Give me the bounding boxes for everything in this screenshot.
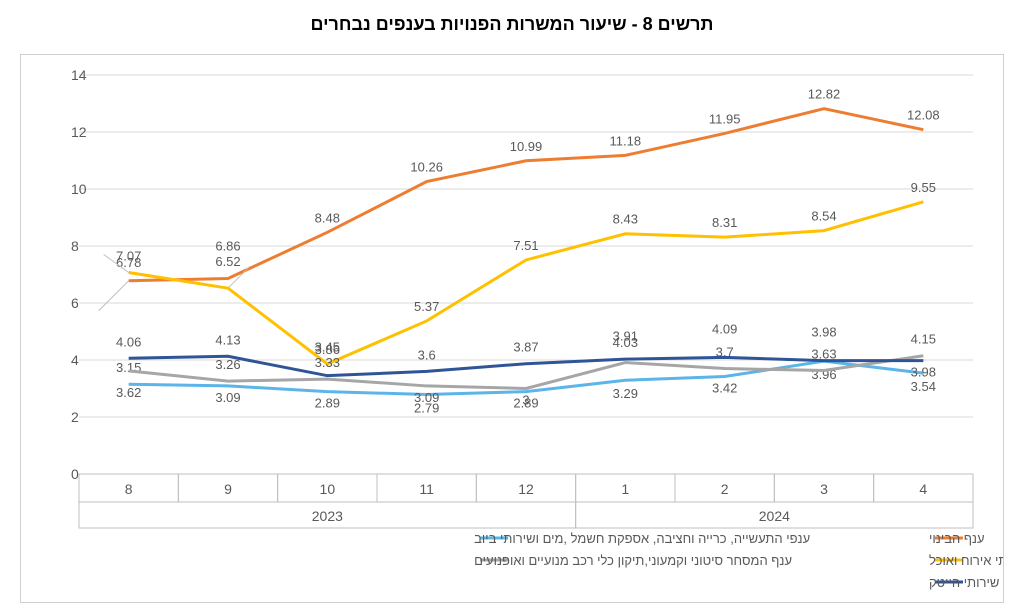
- y-tick-label: 14: [71, 67, 87, 83]
- data-label: 4.03: [613, 335, 638, 350]
- chart-title: תרשים 8 - שיעור המשרות הפנויות בענפים נב…: [0, 0, 1024, 39]
- series-line: [129, 356, 924, 375]
- x-tick-label: 1: [621, 481, 629, 497]
- y-tick-label: 12: [71, 124, 87, 140]
- data-label: 3: [522, 393, 529, 408]
- data-label: 6.86: [215, 238, 240, 253]
- data-label: 3.98: [911, 365, 936, 380]
- data-label: 7.07: [116, 249, 141, 264]
- data-label: 8.31: [712, 215, 737, 230]
- chart-border: 02468101214891011121234202320246.786.868…: [20, 54, 1004, 603]
- x-tick-label: 8: [125, 481, 133, 497]
- x-tick-label: 9: [224, 481, 232, 497]
- x-tick-label: 4: [919, 481, 927, 497]
- data-label: 7.51: [513, 238, 538, 253]
- x-tick-label: 11: [419, 481, 434, 497]
- data-label: 3.62: [116, 385, 141, 400]
- data-label: 3.87: [513, 340, 538, 355]
- data-label: 3.45: [315, 340, 340, 355]
- y-tick-label: 8: [71, 238, 79, 254]
- y-tick-label: 10: [71, 181, 87, 197]
- data-label: 8.54: [811, 209, 836, 224]
- year-label: 2023: [312, 508, 343, 524]
- x-tick-label: 10: [320, 481, 336, 497]
- data-label: 4.09: [712, 321, 737, 336]
- legend-label: ענף המסחר סיטוני וקמעוני,תיקון כלי רכב מ…: [474, 553, 792, 568]
- data-label: 4.06: [116, 334, 141, 349]
- y-tick-label: 0: [71, 466, 79, 482]
- data-label: 3.54: [911, 379, 936, 394]
- data-label: 3.09: [215, 390, 240, 405]
- data-label: 3.98: [811, 325, 836, 340]
- x-tick-label: 2: [721, 481, 729, 497]
- data-label: 3.6: [418, 347, 436, 362]
- data-label: 11.95: [709, 111, 741, 126]
- y-tick-label: 4: [71, 352, 79, 368]
- x-tick-label: 12: [518, 481, 534, 497]
- data-label: 8.48: [315, 210, 340, 225]
- data-label: 10.26: [410, 160, 443, 175]
- data-label: 3.33: [315, 355, 340, 370]
- data-label: 3.42: [712, 381, 737, 396]
- series-line: [129, 109, 924, 281]
- data-label: 11.18: [610, 133, 642, 148]
- data-label: 2.89: [315, 396, 340, 411]
- y-tick-label: 6: [71, 295, 79, 311]
- data-label: 4.15: [911, 332, 936, 347]
- legend-label: ענף הבינוי: [929, 531, 985, 546]
- legend-label: ענפי התעשייה, כרייה וחציבה, אספקת חשמל ,…: [474, 531, 810, 546]
- y-tick-label: 2: [71, 409, 79, 425]
- x-tick-label: 3: [820, 481, 828, 497]
- data-label: 8.43: [613, 212, 638, 227]
- data-label: 3.09: [414, 390, 439, 405]
- year-label: 2024: [759, 508, 790, 524]
- data-label: 9.55: [911, 180, 936, 195]
- data-label: 12.08: [907, 108, 940, 123]
- data-label: 5.37: [414, 299, 439, 314]
- legend-label: ענף שירותי אירוח ואוכל: [929, 553, 1003, 568]
- legend-label: ענף שירותי הייטק: [929, 575, 1003, 590]
- line-chart: 02468101214891011121234202320246.786.868…: [19, 55, 1003, 604]
- data-label: 6.52: [215, 254, 240, 269]
- legend: ענף הבינוי ענפי התעשייה, כרייה וחציבה, אס…: [474, 531, 1003, 590]
- data-label: 3.29: [613, 386, 638, 401]
- data-label: 10.99: [510, 139, 543, 154]
- data-label: 12.82: [808, 87, 841, 102]
- data-label: 4.13: [215, 332, 240, 347]
